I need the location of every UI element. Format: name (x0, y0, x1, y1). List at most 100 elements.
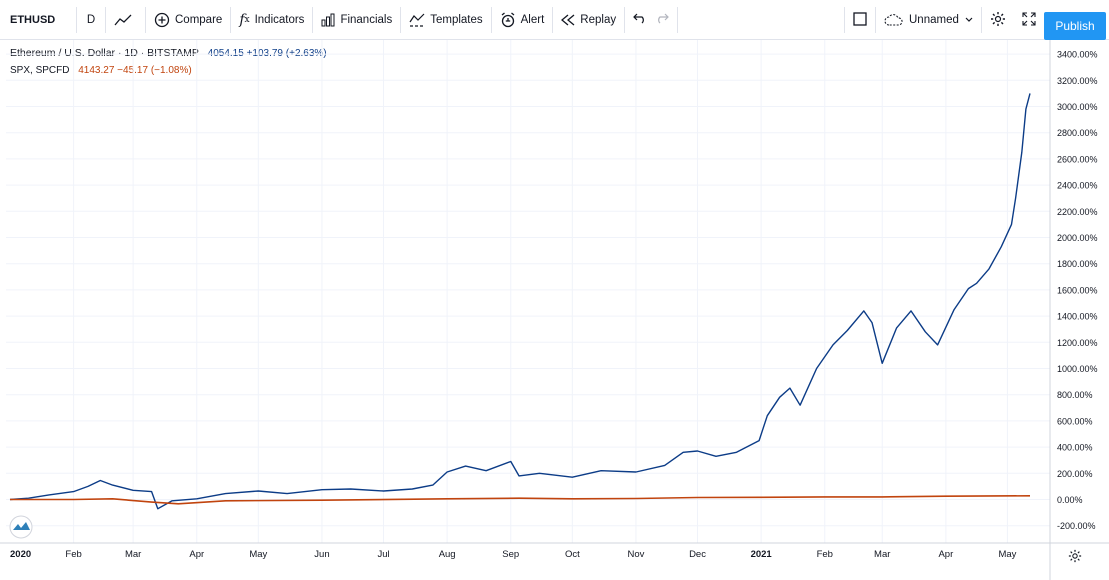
compare-series-title: SPX, SPCFD (10, 65, 70, 76)
undo-button[interactable] (625, 0, 651, 40)
x-tick-label: Feb (817, 549, 833, 560)
compare-series-legend: SPX, SPCFD 4143.27 −45.17 (−1.08%) (10, 65, 192, 76)
bar-chart-icon (321, 13, 335, 27)
gear-icon (990, 11, 1006, 30)
expand-icon (1022, 11, 1036, 29)
redo-button[interactable] (651, 0, 677, 40)
x-tick-label: May (998, 549, 1016, 560)
x-tick-label: Oct (565, 549, 580, 560)
main-series-values: 4054.15 +103.79 (+2.63%) (207, 48, 327, 59)
interval-button[interactable]: D (77, 0, 105, 40)
x-tick-label: Sep (502, 549, 519, 560)
rewind-icon (561, 14, 575, 26)
y-tick-label: 3200.00% (1057, 76, 1098, 86)
toolbar-divider (230, 6, 232, 33)
y-tick-label: 0.00% (1057, 495, 1083, 505)
y-tick-label: 2000.00% (1057, 233, 1098, 243)
toolbar-divider (312, 6, 314, 33)
templates-icon (409, 13, 425, 27)
toolbar-divider (875, 7, 876, 33)
symbol-search-button[interactable]: ETHUSD (0, 0, 76, 40)
toolbar-divider (844, 7, 845, 33)
chevron-down-icon (965, 14, 973, 26)
x-tick-label: May (249, 549, 267, 560)
x-tick-label: Apr (189, 549, 204, 560)
fullscreen-layout-button[interactable] (845, 0, 875, 40)
y-tick-label: 3000.00% (1057, 102, 1098, 112)
y-tick-label: 3400.00% (1057, 50, 1098, 60)
toolbar-divider (490, 6, 492, 33)
line-chart-icon (114, 13, 132, 27)
y-tick-label: 600.00% (1057, 416, 1093, 426)
y-tick-label: 2800.00% (1057, 128, 1098, 138)
tradingview-logo-icon (9, 515, 33, 539)
undo-icon (633, 12, 647, 27)
toolbar-divider (400, 6, 402, 33)
replay-label: Replay (580, 13, 617, 26)
x-tick-label: Dec (689, 549, 706, 560)
toolbar-divider (76, 6, 77, 33)
y-tick-label: 400.00% (1057, 443, 1093, 453)
y-tick-label: 1600.00% (1057, 285, 1098, 295)
symbol-label: ETHUSD (10, 13, 56, 26)
replay-button[interactable]: Replay (553, 0, 624, 40)
templates-button[interactable]: Templates (401, 0, 490, 40)
y-tick-label: 2400.00% (1057, 181, 1098, 191)
interval-label: D (86, 13, 96, 26)
gear-icon (1068, 549, 1082, 563)
toolbar-divider (624, 6, 626, 33)
x-tick-label: 2020 (10, 549, 31, 560)
toolbar-divider (677, 6, 679, 33)
templates-label: Templates (430, 13, 483, 26)
toolbar-divider (105, 6, 106, 33)
toolbar-divider (145, 6, 146, 33)
compare-series-values: 4143.27 −45.17 (−1.08%) (78, 65, 192, 76)
settings-button[interactable] (982, 0, 1014, 40)
fullscreen-button[interactable] (1014, 0, 1044, 40)
axis-settings-button[interactable] (1068, 549, 1082, 568)
financials-label: Financials (340, 13, 393, 26)
tradingview-logo-icon (13, 522, 30, 530)
alert-button[interactable]: Alert (492, 0, 553, 40)
compare-button[interactable]: Compare (146, 0, 230, 40)
y-tick-label: -200.00% (1057, 521, 1096, 531)
x-tick-label: Mar (125, 549, 141, 560)
x-tick-label: Aug (439, 549, 456, 560)
main-series-legend: Ethereum / U.S. Dollar · 1D · BITSTAMP 4… (10, 47, 327, 59)
main-series-title: Ethereum / U.S. Dollar · 1D · BITSTAMP (10, 47, 199, 59)
chart-area[interactable]: 3400.00% 3200.00% 3000.00% 2800.00% 2600.00%… (0, 40, 1109, 580)
y-tick-label: 1000.00% (1057, 364, 1098, 374)
toolbar-divider (980, 7, 982, 33)
layout-name: Unnamed (909, 14, 959, 26)
y-tick-label: 2600.00% (1057, 154, 1098, 164)
x-tick-label: Jun (314, 549, 329, 560)
toolbar-divider (552, 6, 554, 33)
y-tick-label: 800.00% (1057, 390, 1093, 400)
y-tick-label: 2200.00% (1057, 207, 1098, 217)
spx-series-line (10, 494, 1031, 505)
x-tick-label: Mar (874, 549, 890, 560)
financials-button[interactable]: Financials (313, 0, 400, 40)
compare-label: Compare (175, 13, 223, 26)
indicators-label: Indicators (254, 13, 305, 26)
x-tick-label: Jul (377, 549, 389, 560)
toolbar-right-group: Unnamed (844, 0, 1078, 40)
layout-menu-button[interactable]: Unnamed (876, 0, 981, 40)
chart-style-button[interactable] (106, 0, 145, 40)
square-icon (853, 11, 867, 29)
alert-label: Alert (520, 13, 545, 26)
y-tick-label: 1200.00% (1057, 338, 1098, 348)
x-tick-label: Nov (628, 549, 645, 560)
plus-circle-icon (154, 12, 170, 28)
y-tick-label: 1800.00% (1057, 259, 1098, 269)
x-tick-label: Apr (938, 549, 953, 560)
redo-icon (655, 12, 669, 27)
cloud-icon (884, 13, 904, 27)
eth-series-line (9, 93, 1031, 510)
publish-button[interactable]: Publish (1044, 12, 1106, 40)
alarm-clock-icon (500, 11, 516, 28)
x-tick-label: 2021 (751, 549, 773, 560)
